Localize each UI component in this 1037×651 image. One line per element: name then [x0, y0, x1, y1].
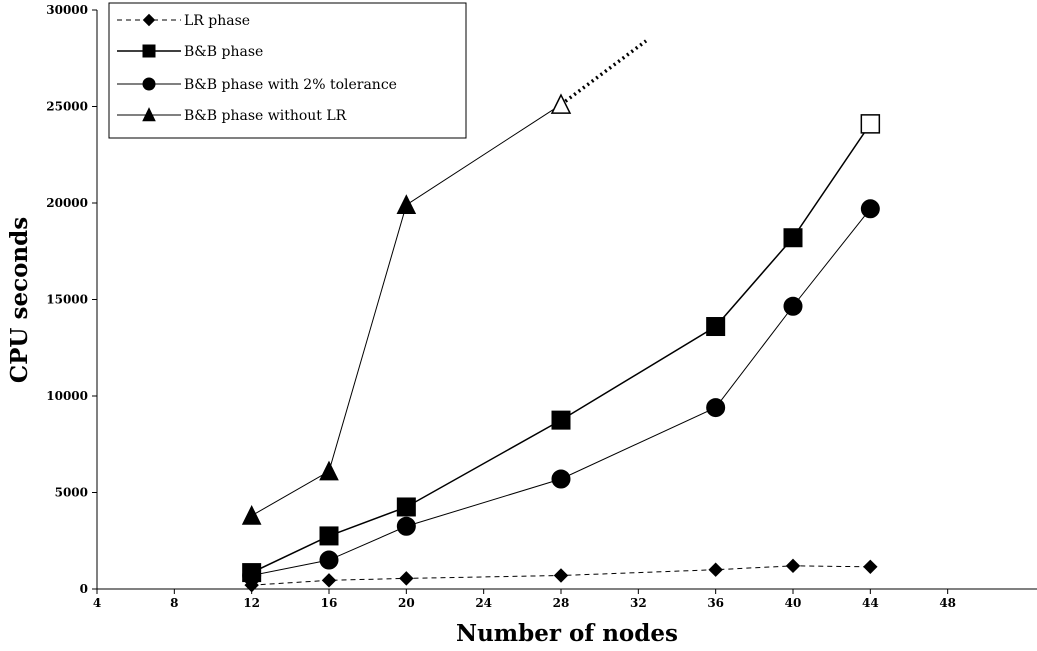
y-tick-label: 10000: [46, 389, 88, 403]
data-point: [783, 228, 803, 248]
data-point: [860, 114, 881, 134]
data-point: [396, 516, 416, 536]
data-point: [706, 398, 726, 418]
legend-item: B&B phase: [117, 44, 263, 60]
x-tick-label: 8: [170, 596, 178, 610]
series-3: [241, 39, 648, 525]
x-tick-label: 20: [398, 596, 415, 610]
legend-label: B&B phase without LR: [184, 108, 347, 124]
y-tick-label: 0: [80, 582, 88, 596]
data-point: [319, 460, 339, 481]
legend-label: B&B phase with 2% tolerance: [184, 77, 397, 93]
data-point: [706, 317, 726, 337]
extrapolation-line: [559, 39, 648, 106]
x-tick-label: 4: [93, 596, 101, 610]
legend-marker: [142, 44, 156, 58]
ticks: 4 8 12 16 20 24 28 32 36 40 44 48050001000015000200…: [46, 3, 956, 610]
x-axis-title: Number of nodes: [456, 620, 678, 647]
y-tick-label: 25000: [46, 100, 88, 114]
y-tick-label: 30000: [46, 3, 88, 17]
y-axis-title: CPU seconds: [6, 217, 33, 383]
data-point: [863, 559, 878, 575]
data-point: [551, 410, 571, 430]
x-tick-label: 36: [707, 596, 724, 610]
data-point: [860, 199, 880, 219]
x-tick-label: 40: [785, 596, 802, 610]
data-point: [319, 526, 339, 546]
y-tick-label: 15000: [46, 293, 88, 307]
data-point: [551, 469, 571, 489]
data-point: [399, 571, 414, 586]
x-tick-label: 48: [939, 596, 956, 610]
x-tick-label: 28: [553, 596, 570, 610]
series-line: [251, 104, 562, 517]
series-layer: [241, 39, 881, 593]
legend-item: B&B phase with 2% tolerance: [117, 77, 397, 93]
x-tick-label: 12: [243, 596, 260, 610]
legend-label: LR phase: [184, 13, 250, 29]
data-point: [785, 558, 801, 574]
legend-label: B&B phase: [184, 44, 263, 60]
data-point: [319, 550, 339, 570]
x-tick-label: 16: [321, 596, 338, 610]
legend-marker: [142, 13, 156, 27]
data-point: [553, 568, 569, 583]
data-point: [396, 497, 416, 517]
legend-marker: [142, 77, 156, 91]
legend-item: B&B phase without LR: [117, 107, 347, 124]
y-tick-label: 20000: [46, 196, 88, 210]
legend-marker: [142, 107, 156, 122]
data-point: [321, 573, 337, 588]
data-point: [550, 93, 572, 114]
data-point: [242, 565, 262, 585]
y-tick-label: 5000: [55, 486, 88, 500]
data-point: [708, 562, 723, 577]
legend: LR phase B&B phase B&B phase with 2% toler…: [108, 2, 467, 139]
series-0: [244, 558, 878, 593]
series-line: [251, 208, 871, 576]
data-point: [783, 296, 803, 316]
data-point: [396, 194, 417, 214]
x-tick-label: 32: [630, 596, 647, 610]
series-1: [242, 114, 881, 583]
x-tick-label: 44: [862, 596, 879, 610]
x-tick-label: 24: [475, 596, 492, 610]
series-2: [242, 199, 880, 585]
data-point: [241, 504, 262, 525]
legend-item: LR phase: [117, 13, 250, 29]
series-line: [251, 123, 871, 574]
